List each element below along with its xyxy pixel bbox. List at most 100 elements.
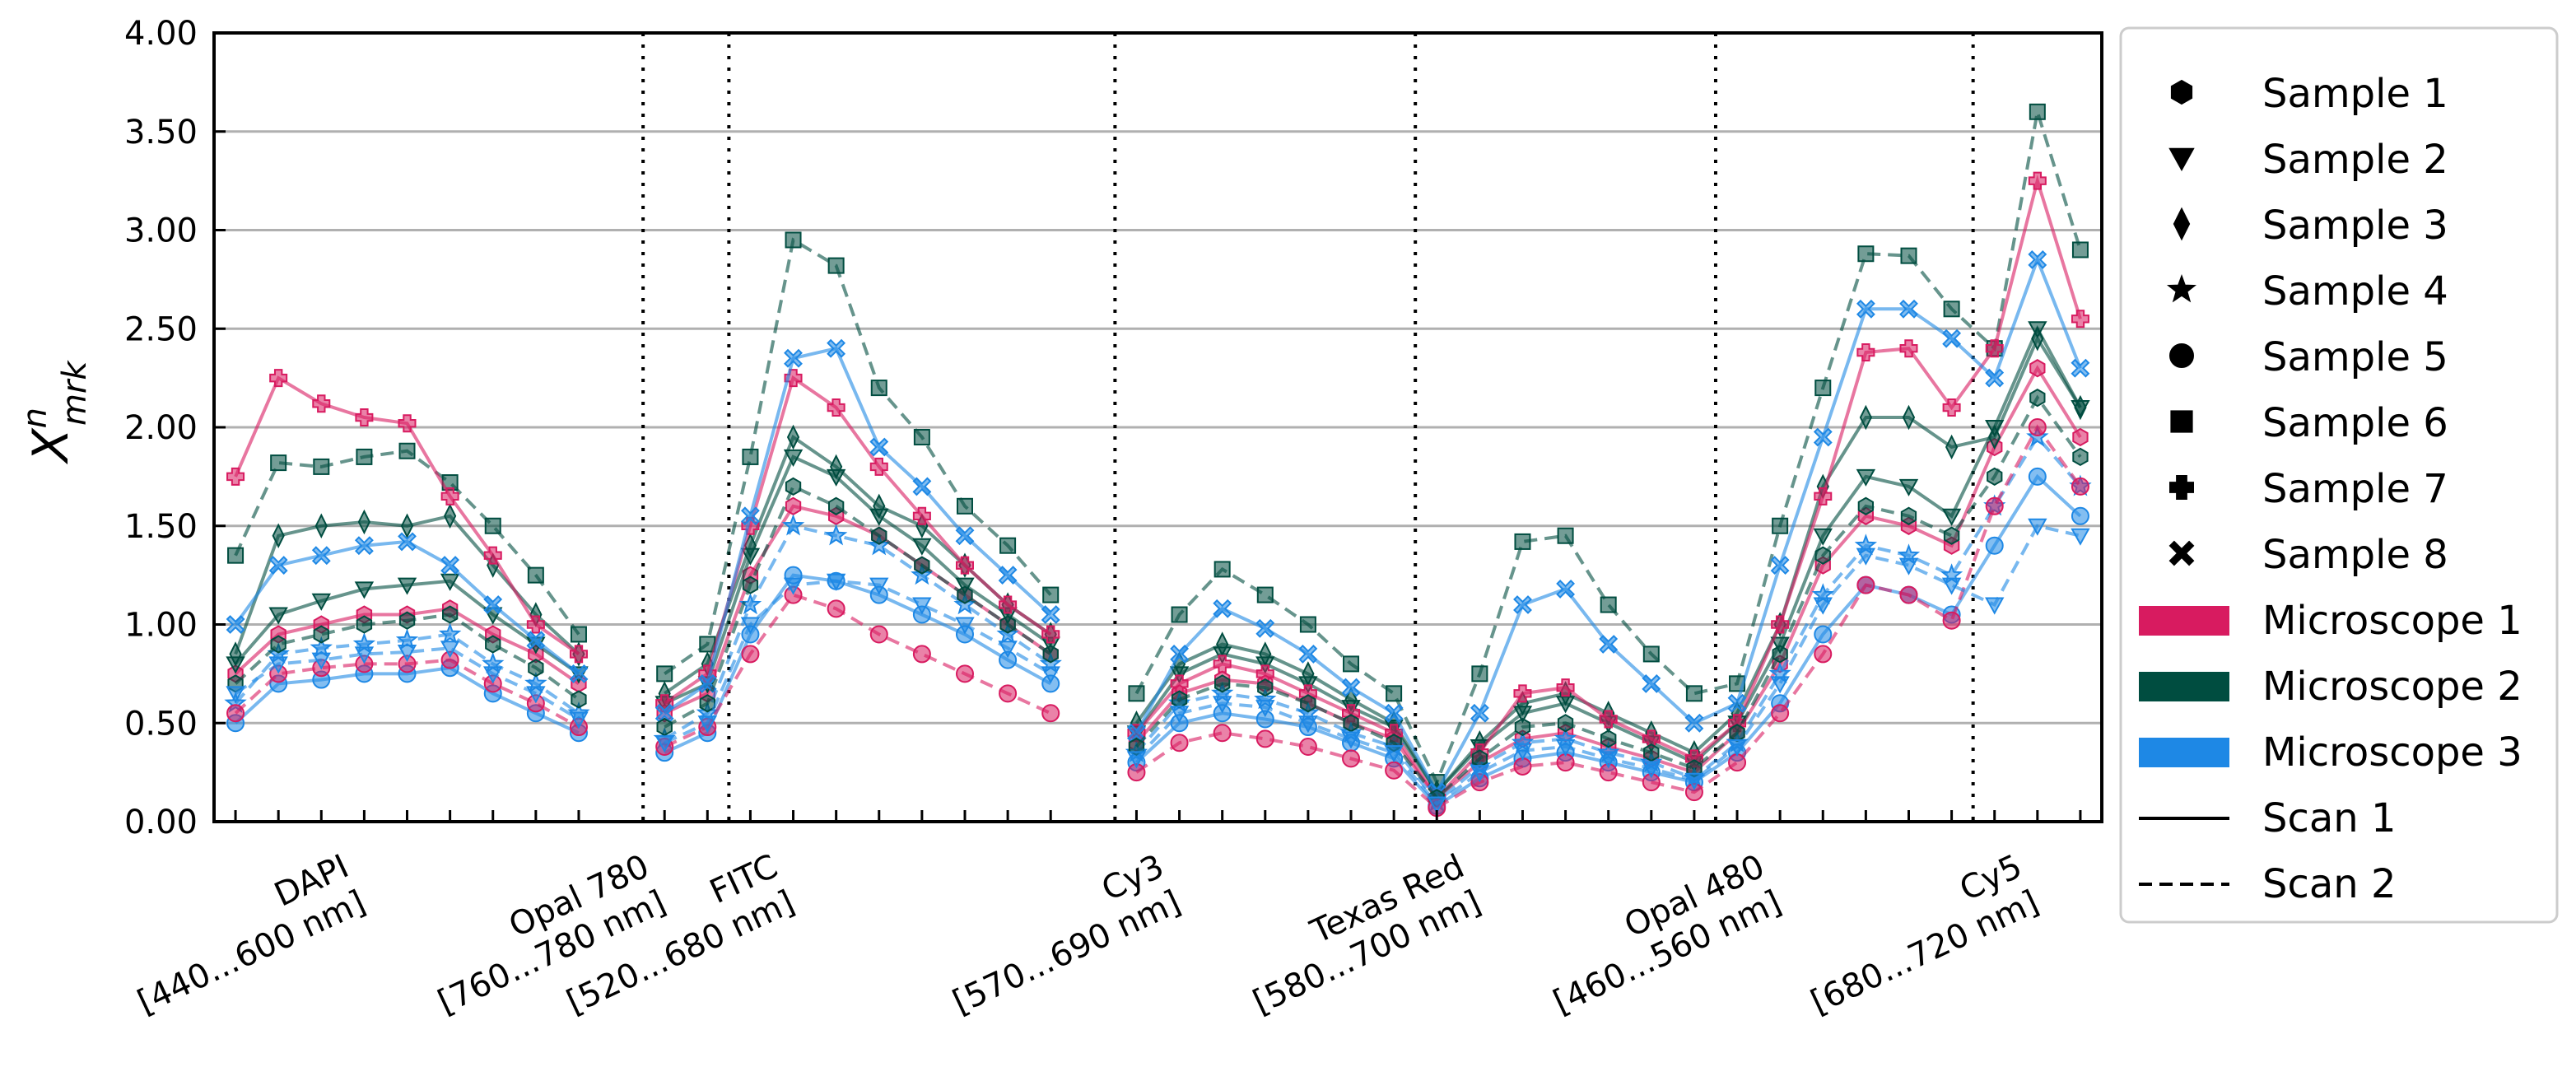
data-point <box>2028 171 2047 190</box>
legend-label-sample-6: Sample 6 <box>2262 400 2448 446</box>
data-point <box>1514 717 1531 737</box>
data-point <box>1856 299 1875 319</box>
x-axis-category-labels: DAPI[440...600 nm] Opal 780[760...780 nm]… <box>115 847 2044 1022</box>
data-point <box>312 394 331 413</box>
data-point <box>1898 478 1919 496</box>
data-point <box>355 408 374 427</box>
x-category-range: [440...600 nm] <box>132 883 371 1022</box>
x-category-range: [680...720 nm] <box>1805 883 2045 1022</box>
data-point <box>1512 743 1533 761</box>
data-point <box>824 524 848 546</box>
data-point <box>268 556 288 575</box>
data-point <box>1859 404 1872 431</box>
data-point <box>1814 546 1831 565</box>
data-point <box>873 493 886 520</box>
data-point <box>742 575 759 594</box>
x-category-label: Texas Red[580...700 nm] <box>1231 847 1487 1022</box>
legend-label-sample-3: Sample 3 <box>2262 203 2448 249</box>
data-point <box>656 665 673 683</box>
series-line <box>664 573 1052 755</box>
data-point <box>1813 597 1833 615</box>
data-point <box>1942 611 1961 630</box>
legend-marker-sample-7 <box>2169 475 2194 500</box>
legend-marker-sample-6 <box>2170 410 2193 433</box>
data-point <box>1470 703 1489 723</box>
legend-swatch-microscope-3 <box>2139 738 2229 767</box>
data-point <box>697 715 718 734</box>
data-point <box>1642 673 1661 693</box>
data-point <box>2071 506 2089 525</box>
data-point <box>1170 674 1189 693</box>
data-point <box>1557 714 1574 733</box>
data-point <box>955 556 974 575</box>
data-point <box>526 686 546 704</box>
data-point <box>2028 518 2047 536</box>
data-point <box>1770 556 1790 575</box>
y-tick-label: 1.00 <box>124 607 198 645</box>
data-point <box>998 641 1018 659</box>
legend-label-microscope-3: Microscope 3 <box>2262 729 2522 776</box>
data-point <box>1171 606 1188 623</box>
data-point <box>1041 605 1060 624</box>
data-point <box>912 645 931 664</box>
data-point <box>1557 527 1574 544</box>
data-point <box>912 506 931 525</box>
data-point <box>229 641 242 667</box>
data-point <box>1727 739 1747 757</box>
data-point <box>1041 625 1060 644</box>
data-point <box>1212 696 1232 714</box>
data-point <box>311 593 331 611</box>
data-point <box>226 686 245 704</box>
data-point <box>2072 427 2089 447</box>
data-point <box>397 577 417 595</box>
data-point <box>1556 678 1575 697</box>
data-point <box>570 626 587 643</box>
data-point <box>955 526 975 546</box>
data-point <box>1942 398 1961 417</box>
x-category-label: Cy5[680...720 nm] <box>1788 847 2044 1022</box>
data-point <box>313 625 329 644</box>
data-point <box>356 615 373 634</box>
legend-swatch-microscope-1 <box>2139 606 2229 636</box>
data-point <box>1771 615 1790 634</box>
data-point <box>1427 796 1446 814</box>
data-point <box>869 437 889 457</box>
data-point <box>1770 676 1790 694</box>
data-point <box>1728 753 1747 772</box>
data-point <box>785 231 802 249</box>
data-point <box>998 566 1018 585</box>
data-point <box>526 615 545 634</box>
data-point <box>1942 328 1962 348</box>
data-point <box>828 496 845 515</box>
data-point <box>1985 339 2004 358</box>
data-point <box>1813 427 1833 447</box>
data-point <box>1642 645 1660 663</box>
data-point <box>569 664 589 683</box>
data-point <box>742 448 759 465</box>
data-point <box>1771 704 1790 723</box>
data-point <box>1213 599 1232 618</box>
data-point <box>400 513 414 538</box>
data-point <box>784 348 803 368</box>
data-point <box>1945 434 1959 460</box>
data-point <box>2029 388 2046 408</box>
legend-box <box>2119 26 2559 924</box>
data-point <box>1899 339 1918 358</box>
x-category-label: DAPI[440...600 nm] <box>115 847 371 1022</box>
y-tick-label: 0.50 <box>124 705 198 743</box>
data-point <box>1255 729 1274 748</box>
data-point <box>1856 342 1875 361</box>
legend: Sample 1 Sample 2 Sample 3 Sample 4 Sample 5… <box>2119 26 2559 924</box>
data-point <box>1343 655 1360 673</box>
data-point <box>398 442 416 459</box>
legend-label-scan-2: Scan 2 <box>2262 861 2397 907</box>
legend-label-sample-8: Sample 8 <box>2262 532 2448 578</box>
data-point <box>268 656 288 674</box>
data-point <box>1685 685 1703 702</box>
data-point <box>1128 685 1145 702</box>
data-point <box>785 477 802 496</box>
data-point <box>1814 487 1833 506</box>
data-point <box>999 684 1018 703</box>
data-point <box>741 645 760 664</box>
data-point <box>2071 358 2090 378</box>
